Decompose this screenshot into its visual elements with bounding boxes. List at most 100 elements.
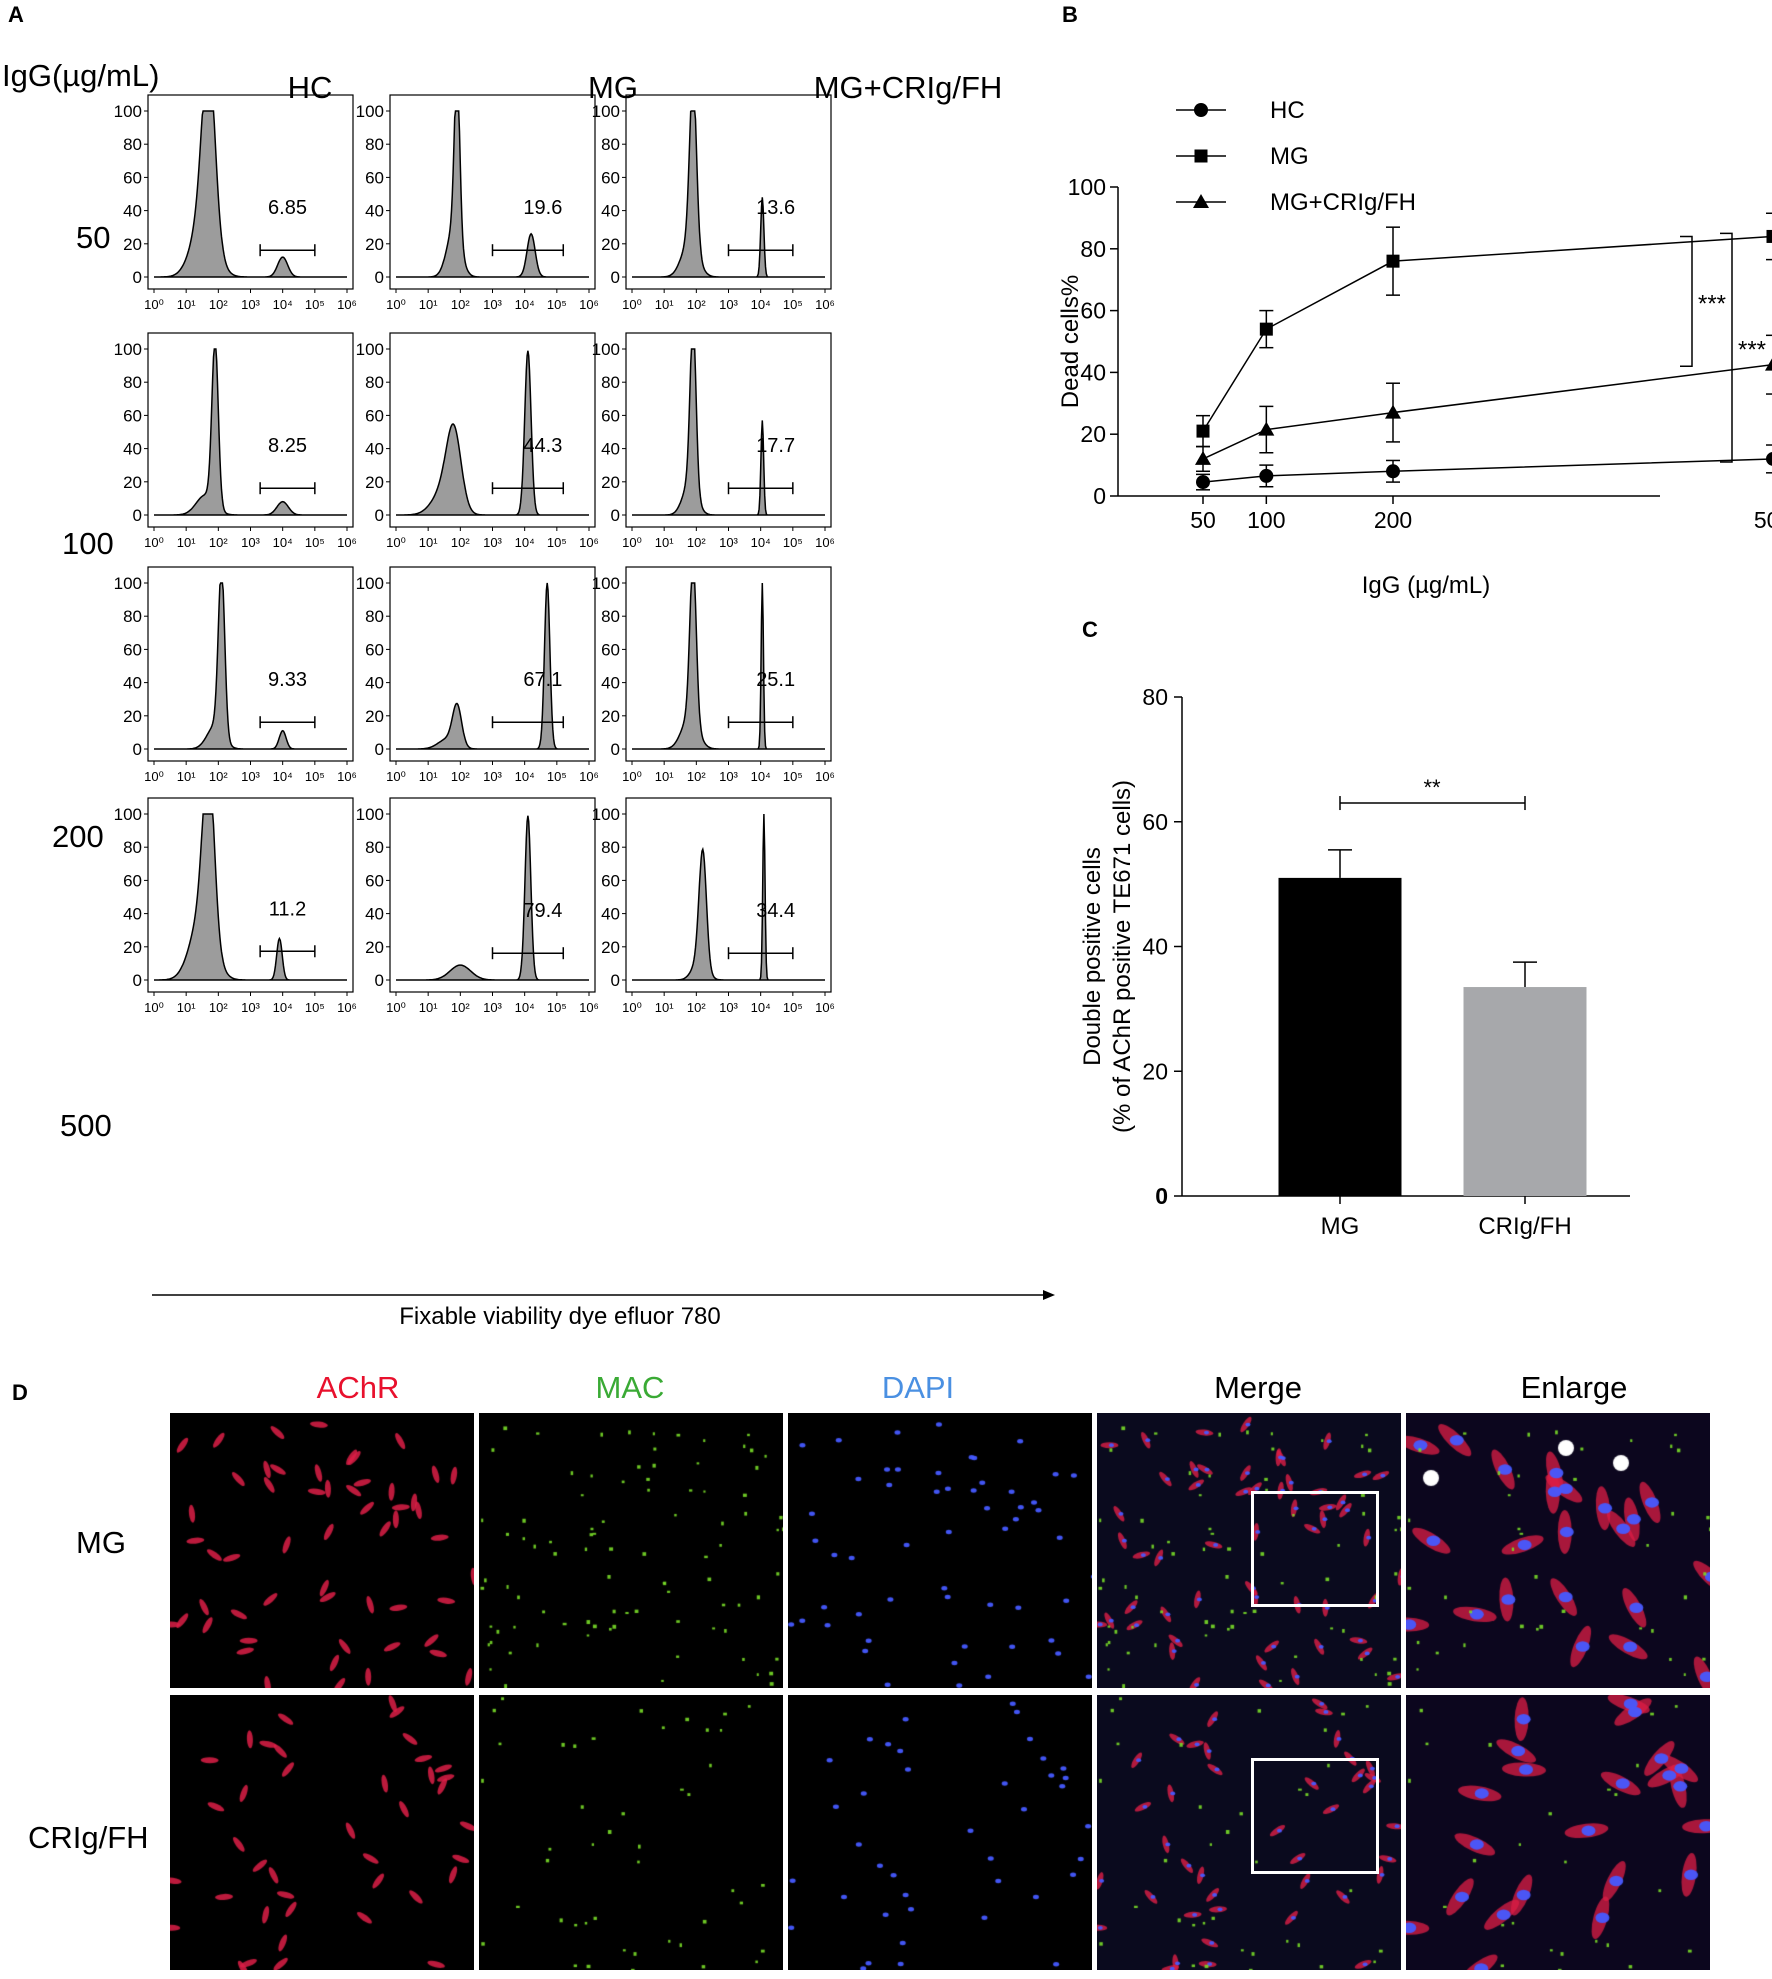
y-tick-label: 100 xyxy=(592,805,620,824)
y-axis-label-line1: Double positive cells xyxy=(1079,847,1106,1066)
y-tick-label: 40 xyxy=(123,905,142,924)
x-tick-label: 10² xyxy=(209,535,228,550)
y-tick-label: 0 xyxy=(375,506,384,525)
panel-label-d: D xyxy=(12,1380,28,1405)
row-label-500: 500 xyxy=(60,1108,112,1143)
gate-percent: 17.7 xyxy=(756,435,795,457)
x-tick-label: 10³ xyxy=(719,535,738,550)
y-tick-label: 0 xyxy=(611,971,620,990)
x-tick-label: 10⁵ xyxy=(783,297,803,312)
data-point xyxy=(1386,254,1400,268)
x-tick-label: 10¹ xyxy=(177,769,196,784)
gate-percent: 34.4 xyxy=(756,900,795,922)
x-tick-label: 10⁶ xyxy=(337,1000,357,1015)
x-tick-label: 10⁶ xyxy=(815,535,835,550)
micrograph-crig-dapi xyxy=(788,1695,1092,1970)
panel-label-c: C xyxy=(1082,617,1098,642)
y-tick-label: 20 xyxy=(365,235,384,254)
y-tick-label: 100 xyxy=(592,102,620,121)
y-tick-label: 20 xyxy=(123,235,142,254)
y-tick-label: 20 xyxy=(1080,421,1106,447)
x-tick-label: 10⁴ xyxy=(751,297,771,312)
x-tick-label: 10⁵ xyxy=(783,1000,803,1015)
y-tick-label: 20 xyxy=(601,707,620,726)
x-axis-arrow-head xyxy=(1043,1290,1055,1300)
y-tick-label: 80 xyxy=(601,838,620,857)
x-tick-label: 10⁰ xyxy=(622,297,642,312)
x-tick-label: 10³ xyxy=(483,1000,502,1015)
x-tick-label: 10⁴ xyxy=(515,769,535,784)
significance-label: *** xyxy=(1698,290,1726,317)
x-tick-label: 10³ xyxy=(719,297,738,312)
x-tick-label: 500 xyxy=(1754,507,1772,533)
gate-percent: 11.2 xyxy=(269,898,306,920)
gate-percent: 44.3 xyxy=(523,435,562,457)
panel-label-a: A xyxy=(8,2,24,27)
histogram-panel: 0 20 40 60 80 100 10⁰ 10¹ 10² 10³ 10⁴ 10⁵ 10⁶ 67.1 xyxy=(356,566,599,784)
series-hc: HC xyxy=(1176,97,1772,491)
x-tick-label: 10⁶ xyxy=(579,1000,599,1015)
y-tick-label: 60 xyxy=(123,871,142,890)
y-tick-label: 80 xyxy=(365,607,384,626)
category-label: CRIg/FH xyxy=(1478,1213,1571,1240)
y-tick-label: 80 xyxy=(365,135,384,154)
y-tick-label: 100 xyxy=(356,574,384,593)
zoom-box xyxy=(1251,1491,1379,1607)
x-tick-label: 10⁰ xyxy=(386,535,406,550)
y-tick-label: 0 xyxy=(133,268,142,287)
y-tick-label: 0 xyxy=(611,506,620,525)
histogram-panel: 0 20 40 60 80 100 10⁰ 10¹ 10² 10³ 10⁴ 10⁵ 10⁶ 34.4 xyxy=(592,797,835,1015)
row-label-100: 100 xyxy=(62,526,114,561)
gate-percent: 6.85 xyxy=(268,197,307,219)
column-title-enlarge: Enlarge xyxy=(1520,1370,1628,1405)
significance-bracket xyxy=(1720,232,1733,463)
x-tick-label: 10⁶ xyxy=(579,535,599,550)
plot-frame xyxy=(389,566,596,762)
y-tick-label: 40 xyxy=(1142,934,1168,960)
plot-frame xyxy=(625,332,832,528)
category-label: MG xyxy=(1321,1213,1360,1240)
x-tick-label: 10⁴ xyxy=(515,1000,535,1015)
x-tick-label: 10⁵ xyxy=(305,1000,325,1015)
x-tick-label: 10⁰ xyxy=(386,769,406,784)
x-tick-label: 100 xyxy=(1247,507,1285,533)
y-tick-label: 40 xyxy=(601,674,620,693)
x-tick-label: 10² xyxy=(451,769,470,784)
y-tick-label: 60 xyxy=(1142,809,1168,835)
series-line xyxy=(1202,235,1772,432)
bar xyxy=(1278,877,1402,1196)
histogram-panel: 0 20 40 60 80 100 10⁰ 10¹ 10² 10³ 10⁴ 10⁵ 10⁶ 9.33 xyxy=(114,566,357,784)
y-tick-label: 40 xyxy=(365,905,384,924)
y-tick-label: 40 xyxy=(123,440,142,459)
y-tick-label: 40 xyxy=(601,440,620,459)
y-tick-label: 20 xyxy=(365,707,384,726)
x-tick-label: 10⁶ xyxy=(815,769,835,784)
bar-mg: MG xyxy=(1278,849,1402,1240)
y-tick-label: 40 xyxy=(123,202,142,221)
y-tick-label: 20 xyxy=(601,473,620,492)
y-tick-label: 0 xyxy=(611,740,620,759)
x-tick-label: 10⁵ xyxy=(547,535,567,550)
histogram-panel: 0 20 40 60 80 100 10⁰ 10¹ 10² 10³ 10⁴ 10⁵ 10⁶ 11.2 xyxy=(114,797,357,1015)
y-tick-label: 60 xyxy=(365,406,384,425)
x-tick-label: 10⁶ xyxy=(337,535,357,550)
y-tick-label: 20 xyxy=(601,235,620,254)
data-point xyxy=(1196,475,1210,490)
y-tick-label: 20 xyxy=(601,938,620,957)
plot-frame xyxy=(389,797,596,993)
x-tick-label: 10³ xyxy=(241,1000,260,1015)
significance-label: ** xyxy=(1423,775,1441,800)
y-tick-label: 40 xyxy=(123,674,142,693)
x-tick-label: 10⁰ xyxy=(144,535,164,550)
plot-frame xyxy=(625,94,832,290)
x-tick-label: 10¹ xyxy=(177,1000,196,1015)
plot-frame xyxy=(147,332,354,528)
x-tick-label: 10¹ xyxy=(419,297,438,312)
y-tick-label: 60 xyxy=(601,406,620,425)
histogram-panel: 0 20 40 60 80 100 10⁰ 10¹ 10² 10³ 10⁴ 10⁵ 10⁶ 19.6 xyxy=(356,94,599,312)
y-tick-label: 0 xyxy=(1155,1183,1168,1209)
x-tick-label: 10⁰ xyxy=(622,769,642,784)
legend-marker xyxy=(1194,149,1208,163)
gate-percent: 9.33 xyxy=(268,669,307,691)
y-tick-label: 0 xyxy=(133,740,142,759)
